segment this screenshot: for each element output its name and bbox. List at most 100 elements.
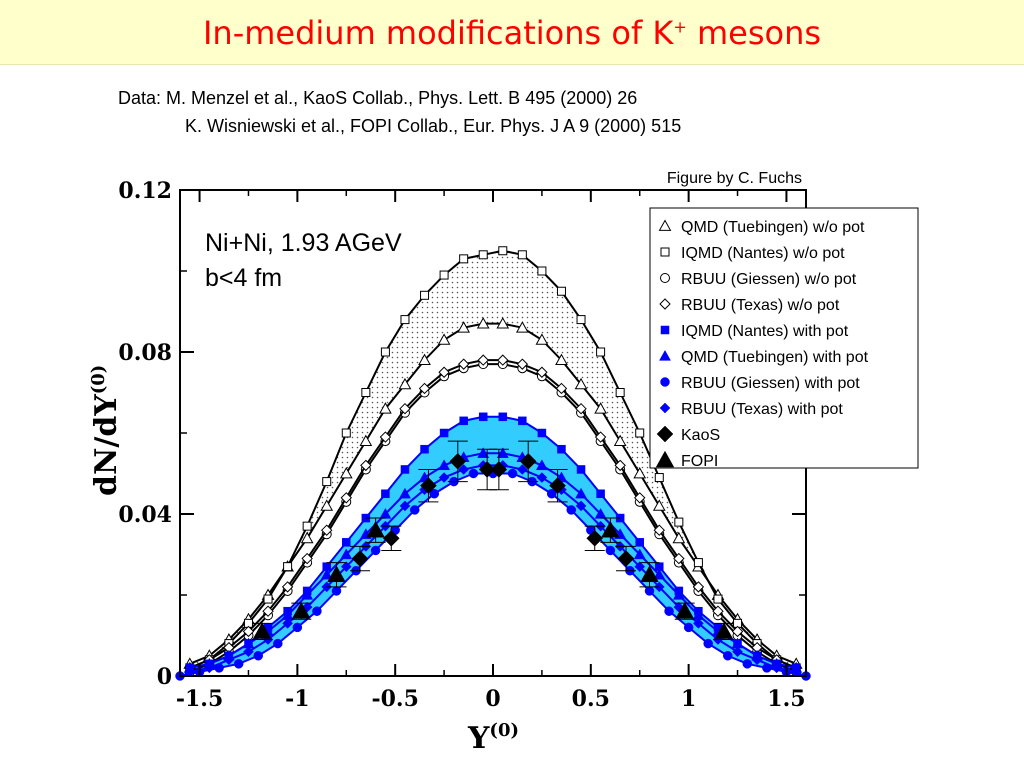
triangle-marker (327, 565, 346, 583)
triangle-marker (633, 466, 647, 479)
triangle-marker (418, 353, 431, 365)
circle-marker (468, 468, 479, 479)
y-axis-label: dN/dY (89, 394, 124, 496)
title-superscript: + (673, 17, 687, 37)
diamond-marker (382, 529, 400, 547)
square-marker (713, 594, 723, 604)
triangle-marker (658, 219, 672, 231)
diamond-marker (340, 492, 352, 504)
square-marker (459, 416, 468, 426)
legend-label: RBUU (Giessen) w/o pot (681, 271, 857, 288)
triangle-marker (300, 531, 314, 544)
circle-marker (664, 606, 674, 616)
circle-marker (742, 659, 753, 669)
diamond-marker (731, 625, 744, 638)
square-marker (537, 266, 547, 276)
triangle-marker (476, 317, 490, 329)
source-line-1: Data: M. Menzel et al., KaoS Collab., Ph… (118, 88, 638, 108)
x-tick-label: 1 (681, 686, 696, 712)
y-axis-label-sup: (0) (88, 365, 109, 395)
y-tick-label: 0.04 (118, 502, 172, 528)
circle-marker (233, 659, 244, 669)
diamond-marker (659, 298, 671, 310)
slide-title: In-medium modifications of K+ mesons (0, 14, 1024, 52)
circle-marker (660, 273, 670, 283)
diamond-marker (575, 402, 587, 415)
triangle-marker (535, 459, 548, 471)
triangle-marker (714, 622, 734, 639)
legend-label: RBUU (Texas) w/o pot (681, 297, 840, 314)
diamond-marker (771, 662, 783, 674)
x-axis-label: Y (467, 721, 490, 756)
source-line-2: K. Wisniewski et al., FOPI Collab., Eur.… (185, 116, 682, 136)
circle-marker (660, 377, 670, 387)
square-marker (557, 444, 566, 454)
triangle-marker (398, 377, 412, 390)
square-marker (263, 594, 273, 604)
series-fopi (252, 517, 734, 641)
square-marker (596, 347, 606, 357)
legend-label: QMD (Tuebingen) w/o pot (681, 219, 865, 236)
diamond-marker (379, 431, 392, 443)
circle-marker (292, 622, 303, 633)
tick-layer: -1.5 -1 -0.5 0 0.5 1 1.5 0 0.04 0.08 0.12 (118, 178, 806, 712)
circle-marker (331, 586, 342, 596)
diamond-marker (751, 654, 763, 666)
triangle-marker (339, 466, 353, 479)
square-marker (302, 521, 312, 531)
y-tick-label: 0 (157, 664, 172, 690)
square-marker (361, 388, 371, 397)
triangle-marker (594, 402, 607, 414)
circle-marker (683, 622, 694, 633)
annotation-system: Ni+Ni, 1.93 AGeV (205, 229, 402, 257)
square-marker (283, 562, 293, 572)
diamond-marker (712, 605, 724, 617)
diamond-marker (516, 358, 529, 370)
circle-marker (273, 638, 283, 649)
diamond-marker (536, 472, 548, 483)
diamond-marker (659, 402, 671, 414)
diamond-marker (223, 654, 235, 666)
series-kaos (349, 440, 637, 572)
circle-marker (703, 638, 713, 649)
legend-box (649, 207, 919, 469)
square-marker (478, 412, 488, 422)
diamond-marker (281, 581, 294, 593)
legend-label: RBUU (Giessen) with pot (681, 375, 860, 392)
triangle-marker (340, 548, 353, 560)
square-marker (660, 247, 670, 257)
diamond-marker (516, 464, 528, 475)
y-tick-label: 0.12 (118, 178, 172, 204)
circle-marker (507, 468, 518, 479)
diamond-marker (555, 382, 568, 395)
diamond-marker (458, 464, 470, 475)
diamond-marker (614, 459, 626, 472)
diamond-marker (653, 524, 665, 536)
triangle-marker (633, 548, 646, 560)
square-marker (459, 254, 469, 264)
square-marker (654, 473, 664, 483)
square-marker (693, 558, 703, 568)
triangle-marker (555, 353, 568, 365)
diamond-marker (351, 550, 369, 567)
circle-marker (723, 651, 733, 661)
triangle-marker (655, 450, 675, 468)
diamond-marker (438, 366, 450, 378)
diamond-marker (692, 581, 705, 593)
square-marker (576, 315, 586, 325)
diamond-marker (262, 605, 274, 617)
series-line (189, 452, 797, 669)
title-bar: In-medium modifications of K+ mesons (0, 0, 1024, 65)
square-marker (342, 538, 351, 547)
circle-marker (546, 489, 557, 499)
square-marker (596, 489, 605, 498)
triangle-marker (496, 447, 509, 458)
title-suffix: mesons (686, 14, 822, 52)
triangle-marker (613, 434, 627, 446)
square-marker (518, 416, 527, 426)
x-tick-label: -1 (285, 686, 309, 712)
circle-marker (566, 505, 576, 515)
square-marker (556, 286, 566, 296)
square-marker (341, 428, 351, 438)
